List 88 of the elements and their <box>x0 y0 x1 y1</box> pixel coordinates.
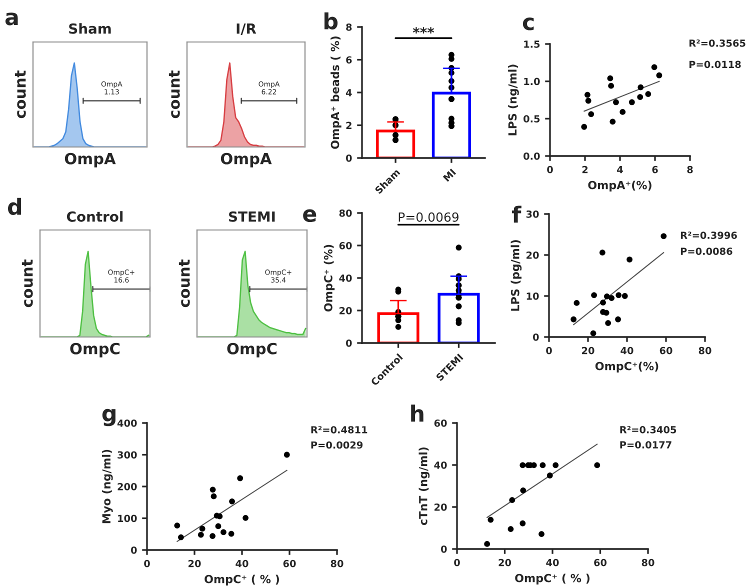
x-tick-label: 0 <box>144 560 150 568</box>
x-tick-label: 8 <box>687 166 693 174</box>
x-tick-label: 6 <box>652 166 658 174</box>
annotation: R²=0.3996 <box>680 232 737 239</box>
x-tick-label: 60 <box>594 558 607 566</box>
y-tick-label: 60 <box>434 419 447 427</box>
y-tick-label: 8 <box>346 23 352 31</box>
y-tick-label: 80 <box>339 209 352 217</box>
x-tick-label: 80 <box>698 346 712 354</box>
text: h <box>411 404 424 422</box>
chart-title: Control <box>66 211 123 222</box>
annotation: P=0.0086 <box>680 248 732 255</box>
x-tick-label: 80 <box>642 558 654 566</box>
x-tick-label: 0 <box>454 558 460 566</box>
x-tick-label: 2 <box>582 166 588 174</box>
y-tick-label: 0 <box>532 333 539 341</box>
x-tick-label: 20 <box>582 346 594 354</box>
y-tick-label: 20 <box>434 503 447 511</box>
x-tick-label: 0 <box>547 166 553 174</box>
y-axis-title: OmpC⁺ (%) <box>324 244 335 312</box>
y-tick-label: 0 <box>346 154 352 162</box>
x-axis-title: OmpA⁺(%) <box>588 180 652 192</box>
x-tick-label: 40 <box>236 560 248 568</box>
y-tick-label: 1.5 <box>524 40 540 48</box>
y-tick-label: 1.0 <box>524 78 540 86</box>
y-axis-title: LPS (ng/ml) <box>508 64 519 136</box>
y-axis-title: Myo (ng/ml) <box>102 450 113 524</box>
y-tick-label: 0.5 <box>524 115 540 122</box>
y-tick-label: 2 <box>346 122 352 129</box>
x-axis-title: OmpA <box>220 152 272 168</box>
y-tick-label: 4 <box>346 89 352 96</box>
annotation: R²=0.3405 <box>620 426 676 434</box>
y-tick-label: 0 <box>346 339 352 347</box>
x-tick-label: 4 <box>617 166 623 174</box>
text: e <box>303 209 316 222</box>
x-axis-title: OmpC⁺ ( % ) <box>204 574 279 586</box>
text: d <box>8 198 22 216</box>
x-tick-label: 20 <box>188 560 201 568</box>
y-axis-title: count <box>22 260 33 308</box>
x-tick-label: 60 <box>283 560 296 568</box>
y-axis-title: count <box>168 70 180 118</box>
chart-title: I/R <box>236 24 256 35</box>
y-tick-label: 0.0 <box>524 152 540 160</box>
text: b <box>324 12 338 30</box>
y-tick-label: 6 <box>346 56 352 64</box>
text: f <box>512 206 522 223</box>
x-tick-label: 40 <box>546 558 559 566</box>
text: g <box>102 408 116 426</box>
annotation: P=0.0177 <box>620 441 672 448</box>
y-tick-label: 30 <box>526 210 539 218</box>
x-tick-label: 40 <box>620 346 634 354</box>
y-tick-label: 400 <box>117 419 137 427</box>
y-tick-label: 40 <box>434 461 447 469</box>
y-axis-title: cTnT (ng/ml) <box>418 447 430 526</box>
annotation: R²=0.3565 <box>689 39 746 47</box>
x-tick-label: MI <box>442 168 456 182</box>
y-tick-label: 100 <box>118 514 137 522</box>
x-axis-title: OmpA <box>64 152 116 168</box>
x-tick-label: 60 <box>660 346 672 354</box>
y-tick-label: 0 <box>440 545 447 553</box>
y-tick-label: 200 <box>118 482 137 490</box>
x-axis-title: OmpC <box>70 342 120 358</box>
x-tick-label: 0 <box>546 346 552 354</box>
y-axis-title: count <box>14 70 26 118</box>
y-tick-label: 20 <box>526 251 539 259</box>
x-tick-label: 20 <box>498 558 512 566</box>
y-tick-label: 0 <box>130 546 137 554</box>
annotation: R²=0.4811 <box>311 426 368 434</box>
chart-title: STEMI <box>229 211 275 222</box>
annotation: *** <box>412 27 434 34</box>
x-axis-title: OmpC⁺(%) <box>595 362 658 372</box>
y-tick-label: 60 <box>339 242 352 250</box>
x-axis-title: OmpC⁺ ( % ) <box>515 574 590 584</box>
x-tick-label: 80 <box>330 560 344 568</box>
y-tick-label: 40 <box>339 274 352 282</box>
chart-title: Sham <box>69 23 111 34</box>
y-axis-title: LPS (pg/ml) <box>510 240 522 311</box>
x-axis-title: OmpC <box>227 342 277 358</box>
y-axis-title: OmpA⁺ beads ( %) <box>330 36 342 149</box>
y-axis-title: count <box>178 260 190 308</box>
y-tick-label: 20 <box>340 306 352 314</box>
annotation: P=0.0118 <box>689 60 741 68</box>
y-tick-label: 300 <box>118 451 137 459</box>
annotation: P=0.0069 <box>398 212 458 222</box>
text: a <box>5 12 18 26</box>
y-tick-label: 10 <box>526 292 539 300</box>
annotation: P=0.0029 <box>311 441 363 449</box>
text: c <box>522 18 534 30</box>
